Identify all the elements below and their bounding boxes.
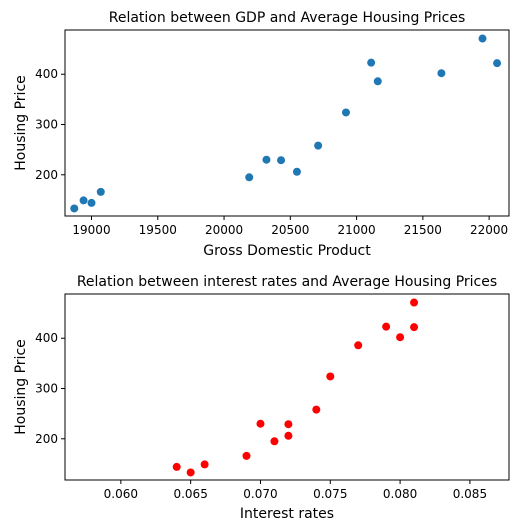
data-point <box>262 155 271 164</box>
x-tick-label: 21500 <box>404 223 442 237</box>
data-point <box>96 187 105 196</box>
data-point <box>396 333 405 342</box>
x-tick-label: 0.085 <box>453 487 487 501</box>
data-point <box>200 460 209 469</box>
x-tick-label: 0.070 <box>243 487 277 501</box>
y-tick-label: 300 <box>35 382 58 396</box>
data-point <box>242 451 251 460</box>
data-point <box>277 156 286 165</box>
chart-title: Relation between interest rates and Aver… <box>77 274 497 290</box>
data-point <box>270 437 279 446</box>
data-point <box>410 298 419 307</box>
x-tick-label: 21000 <box>337 223 375 237</box>
data-point <box>172 462 181 471</box>
x-tick-label: 0.065 <box>173 487 207 501</box>
x-tick-label: 0.080 <box>383 487 417 501</box>
data-point <box>292 167 301 176</box>
plot-area <box>64 29 510 217</box>
data-point <box>312 405 321 414</box>
x-tick-label: 20000 <box>205 223 243 237</box>
data-point <box>79 196 88 205</box>
data-point <box>284 420 293 429</box>
data-point <box>245 173 254 182</box>
data-point <box>256 419 265 428</box>
x-tick-label: 0.060 <box>104 487 138 501</box>
y-tick-label: 300 <box>35 118 58 132</box>
data-point <box>70 204 79 213</box>
x-tick-label: 0.075 <box>313 487 347 501</box>
chart-gdp-vs-price: Relation between GDP and Average Housing… <box>13 10 510 259</box>
data-point <box>341 108 350 117</box>
data-point <box>326 372 335 381</box>
x-tick-label: 22000 <box>470 223 508 237</box>
x-tick-label: 19500 <box>139 223 177 237</box>
data-point <box>284 431 293 440</box>
x-tick-label: 19000 <box>72 223 110 237</box>
data-point <box>186 468 195 477</box>
y-tick-label: 400 <box>35 67 58 81</box>
y-tick-label: 400 <box>35 331 58 345</box>
plot-area <box>64 293 510 481</box>
y-tick-label: 200 <box>35 168 58 182</box>
data-point <box>382 322 391 331</box>
data-point <box>367 58 376 67</box>
data-point <box>314 141 323 150</box>
data-point <box>410 323 419 332</box>
data-point <box>373 77 382 86</box>
y-axis-label: Housing Price <box>13 75 29 171</box>
chart-interest-vs-price: Relation between interest rates and Aver… <box>13 274 510 522</box>
chart-title: Relation between GDP and Average Housing… <box>109 10 466 26</box>
x-tick-label: 20500 <box>271 223 309 237</box>
data-point <box>478 34 487 43</box>
y-axis-label: Housing Price <box>13 339 29 435</box>
data-point <box>354 341 363 350</box>
data-point <box>493 59 502 68</box>
x-axis-label: Gross Domestic Product <box>203 243 371 259</box>
y-tick-label: 200 <box>35 432 58 446</box>
x-axis-label: Interest rates <box>240 506 334 522</box>
data-point <box>437 69 446 78</box>
data-point <box>87 198 96 207</box>
